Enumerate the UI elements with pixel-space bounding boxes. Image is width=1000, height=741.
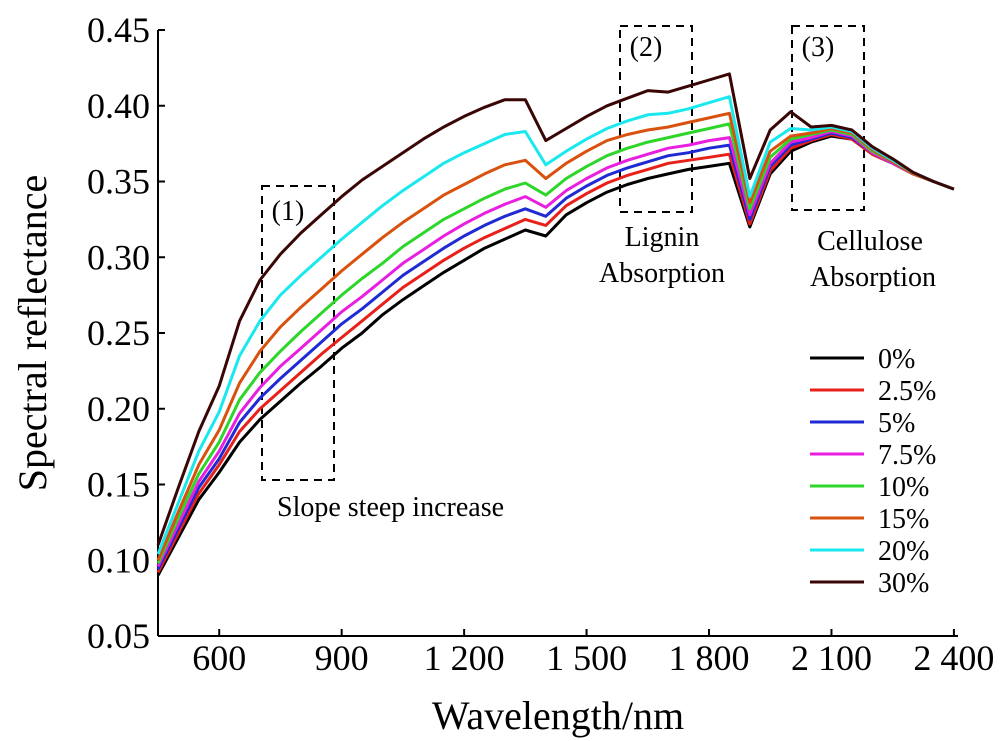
x-tick-label: 2 400: [913, 638, 994, 678]
series-line-15%: [156, 111, 955, 561]
legend-label-20%: 20%: [878, 536, 929, 567]
axes: 0.05 0.10 0.15 0.20 0.25 0.30 0.35 0.40 0.45 600 9…: [10, 10, 994, 738]
label-slope-increase: Slope steep increase: [277, 492, 504, 523]
legend-label-30%: 30%: [878, 568, 929, 599]
y-tick-label: 0.40: [87, 86, 150, 126]
x-tick-label: 1 500: [546, 638, 627, 678]
region-box-1: [261, 185, 335, 481]
region-box-2: [619, 25, 693, 213]
box3-number: (3): [802, 32, 835, 63]
y-tick-label: 0.10: [87, 540, 150, 580]
region-box-3: [791, 25, 865, 211]
legend-label-7.5%: 7.5%: [878, 440, 936, 471]
label-lignin-line1: Lignin: [625, 222, 700, 253]
label-cellulose-line2: Absorption: [810, 262, 936, 293]
legend: 0%2.5%5%7.5%10%15%20%30%: [810, 344, 936, 599]
y-tick-label: 0.45: [87, 10, 150, 50]
x-tick-label: 1 200: [424, 638, 505, 678]
series-line-20%: [156, 95, 955, 555]
y-tick-label: 0.30: [87, 237, 150, 277]
y-tick-label: 0.05: [87, 616, 150, 656]
x-tick-label: 1 800: [669, 638, 750, 678]
x-tick-label: 2 100: [791, 638, 872, 678]
legend-label-15%: 15%: [878, 504, 929, 535]
label-lignin-line2: Absorption: [599, 258, 725, 289]
legend-label-0%: 0%: [878, 344, 915, 375]
y-axis-title: Spectral reflectance: [10, 175, 55, 491]
annotation-boxes: [261, 25, 865, 481]
y-tick-label: 0.20: [87, 389, 150, 429]
legend-label-10%: 10%: [878, 472, 929, 503]
box2-number: (2): [630, 32, 663, 63]
legend-label-5%: 5%: [878, 408, 915, 439]
y-tick-label: 0.15: [87, 465, 150, 505]
label-cellulose-line1: Cellulose: [817, 226, 923, 257]
series-line-30%: [156, 72, 955, 546]
y-tick-label: 0.25: [87, 313, 150, 353]
box1-number: (1): [272, 196, 305, 227]
x-tick-label: 600: [192, 638, 246, 678]
x-tick-label: 900: [315, 638, 369, 678]
legend-label-2.5%: 2.5%: [878, 376, 936, 407]
x-axis-title: Wavelength/nm: [432, 693, 684, 738]
series-lines: [156, 72, 955, 577]
annotation-labels: (1) (2) (3) Slope steep increase Lignin Absor…: [272, 32, 936, 523]
y-tick-label: 0.35: [87, 162, 150, 202]
series-line-7.5%: [156, 130, 955, 567]
